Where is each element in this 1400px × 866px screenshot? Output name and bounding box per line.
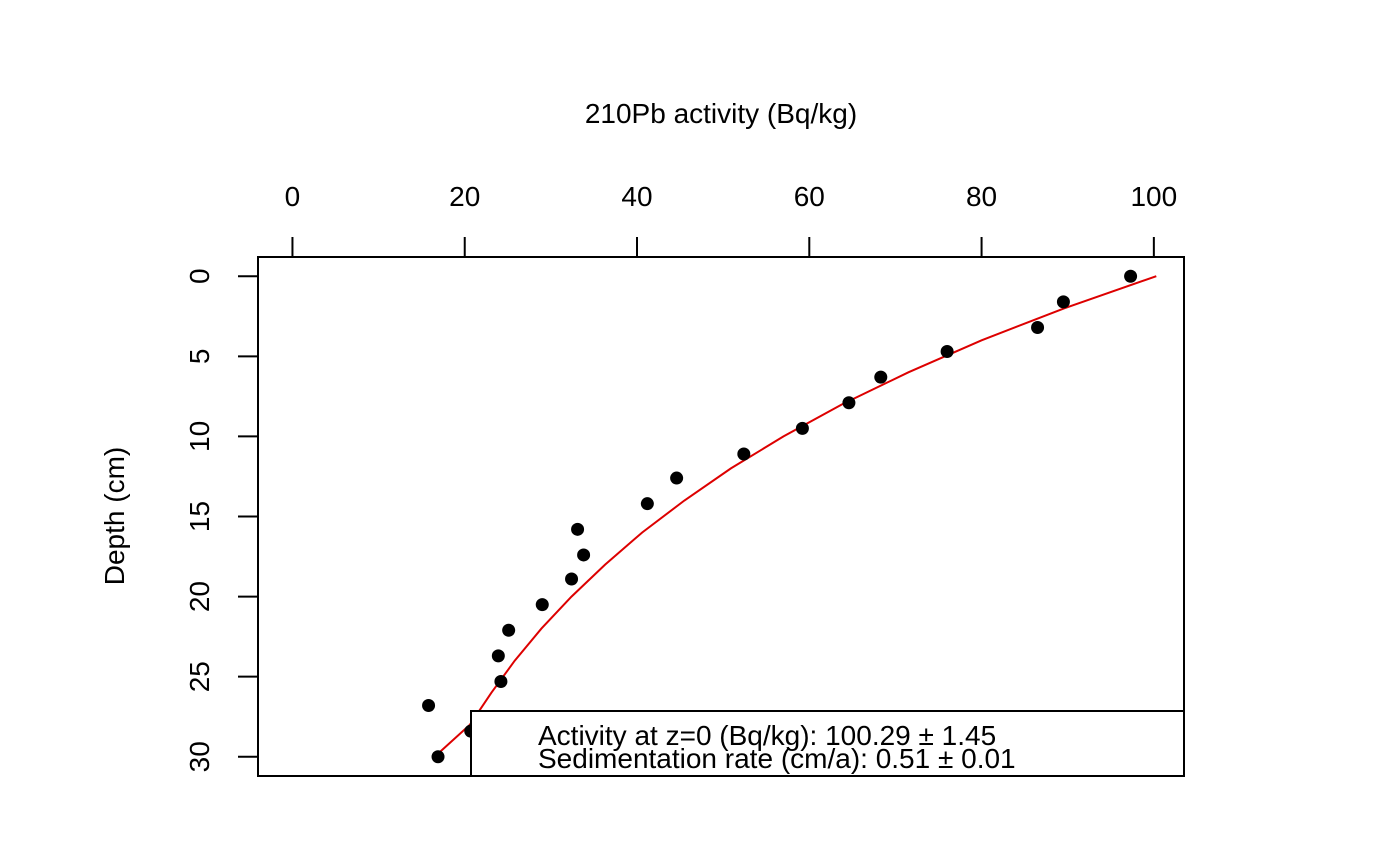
y-tick-label-3: 15	[184, 501, 215, 532]
data-point-17	[422, 699, 436, 713]
x-tick-label-4: 80	[966, 181, 997, 212]
y-tick-label-6: 30	[184, 741, 215, 772]
x-axis: 0 20 40 60 80 100	[285, 181, 1177, 258]
data-point-12	[565, 572, 579, 586]
data-point-15	[491, 649, 505, 663]
data-point-5	[842, 396, 856, 410]
y-tick-label-5: 25	[184, 661, 215, 692]
annotation-box: Activity at z=0 (Bq/kg): 100.29 ± 1.45 S…	[470, 710, 1185, 777]
x-tick-label-3: 60	[794, 181, 825, 212]
data-point-10	[571, 522, 585, 536]
y-tick-label-4: 20	[184, 581, 215, 612]
sedimentation-annotation: Sedimentation rate (cm/a): 0.51 ± 0.01	[538, 743, 1016, 774]
data-point-0	[1124, 269, 1138, 283]
plot-area	[257, 256, 1185, 777]
points-group	[422, 269, 1138, 764]
data-point-9	[640, 497, 654, 511]
data-point-13	[535, 598, 549, 612]
data-point-4	[874, 370, 888, 384]
data-point-3	[940, 345, 954, 359]
x-axis-title: 210Pb activity (Bq/kg)	[585, 98, 857, 129]
y-axis: 0 5 10 15 20 25 30	[184, 268, 259, 772]
activity-annotation: Activity at z=0 (Bq/kg): 100.29 ± 1.45	[538, 720, 996, 751]
data-point-6	[795, 421, 809, 435]
y-axis-title: Depth (cm)	[99, 447, 130, 585]
x-tick-label-1: 20	[449, 181, 480, 212]
data-point-14	[502, 623, 516, 637]
y-tick-label-1: 5	[184, 349, 215, 365]
fit-curve	[433, 275, 1157, 758]
data-point-2	[1031, 320, 1045, 334]
data-point-11	[577, 548, 591, 562]
data-point-16	[494, 674, 508, 688]
x-tick-label-5: 100	[1130, 181, 1177, 212]
data-point-1	[1056, 295, 1070, 309]
x-tick-label-2: 40	[621, 181, 652, 212]
x-tick-label-0: 0	[285, 181, 301, 212]
fit-curve-group	[433, 275, 1157, 758]
data-point-8	[670, 471, 684, 485]
data-point-19	[431, 750, 445, 764]
annotation-frame	[470, 710, 1185, 777]
data-point-7	[737, 447, 751, 461]
y-tick-label-0: 0	[184, 268, 215, 284]
y-tick-label-2: 10	[184, 421, 215, 452]
plot-frame	[257, 256, 1185, 777]
